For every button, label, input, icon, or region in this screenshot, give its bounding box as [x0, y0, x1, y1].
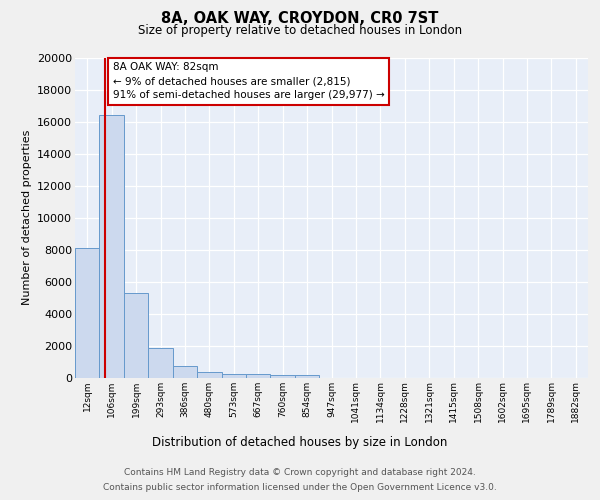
Bar: [124, 292, 148, 378]
Bar: [246, 374, 271, 378]
Bar: [148, 348, 173, 378]
Text: 8A OAK WAY: 82sqm
← 9% of detached houses are smaller (2,815)
91% of semi-detach: 8A OAK WAY: 82sqm ← 9% of detached house…: [113, 62, 385, 100]
Bar: [197, 372, 221, 378]
Text: Size of property relative to detached houses in London: Size of property relative to detached ho…: [138, 24, 462, 37]
Text: Contains public sector information licensed under the Open Government Licence v3: Contains public sector information licen…: [103, 483, 497, 492]
Bar: [75, 248, 100, 378]
Bar: [271, 374, 295, 378]
Bar: [173, 366, 197, 378]
Text: 8A, OAK WAY, CROYDON, CR0 7ST: 8A, OAK WAY, CROYDON, CR0 7ST: [161, 11, 439, 26]
Text: Distribution of detached houses by size in London: Distribution of detached houses by size …: [152, 436, 448, 449]
Bar: [221, 374, 246, 378]
Text: Contains HM Land Registry data © Crown copyright and database right 2024.: Contains HM Land Registry data © Crown c…: [124, 468, 476, 477]
Bar: [100, 115, 124, 378]
Bar: [295, 375, 319, 378]
Y-axis label: Number of detached properties: Number of detached properties: [22, 130, 32, 305]
